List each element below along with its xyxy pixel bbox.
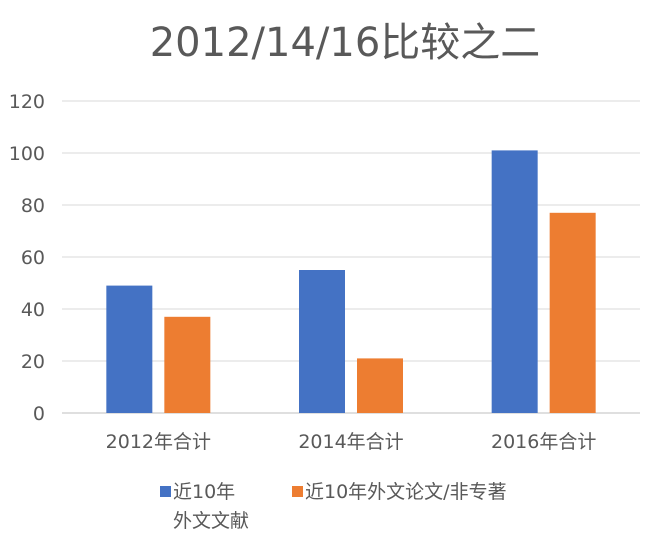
y-tick-label: 100: [9, 143, 45, 165]
y-tick-label: 0: [33, 403, 45, 425]
bar-series-1-cat-2: [549, 212, 596, 413]
legend-label-1: 近10年外文论文/非专著: [305, 481, 507, 503]
y-tick-label: 80: [21, 195, 45, 217]
bars: [106, 150, 596, 413]
y-tick-label: 120: [9, 91, 45, 113]
x-category-label: 2014年合计: [298, 431, 403, 453]
bar-series-1-cat-1: [357, 358, 403, 413]
x-category-label: 2012年合计: [106, 431, 211, 453]
x-category-label: 2016年合计: [491, 431, 596, 453]
gridlines: [62, 100, 640, 414]
y-axis-ticks: 0 20 40 60 80 100 120: [9, 91, 45, 425]
legend-swatch-0: [160, 486, 171, 497]
y-tick-label: 60: [21, 247, 45, 269]
y-tick-label: 40: [21, 299, 45, 321]
bar-series-0-cat-0: [106, 285, 153, 413]
legend-label-0: 外文文献: [173, 510, 249, 532]
legend-swatch-1: [292, 486, 303, 497]
bar-series-0-cat-2: [491, 150, 538, 413]
y-tick-label: 20: [21, 351, 45, 373]
x-axis-categories: 2012年合计 2014年合计 2016年合计: [106, 431, 597, 453]
bar-series-1-cat-0: [164, 316, 211, 413]
chart-title: 2012/14/16比较之二: [150, 20, 541, 66]
bar-series-0-cat-1: [299, 270, 345, 413]
legend-label-0: 近10年: [173, 481, 235, 503]
